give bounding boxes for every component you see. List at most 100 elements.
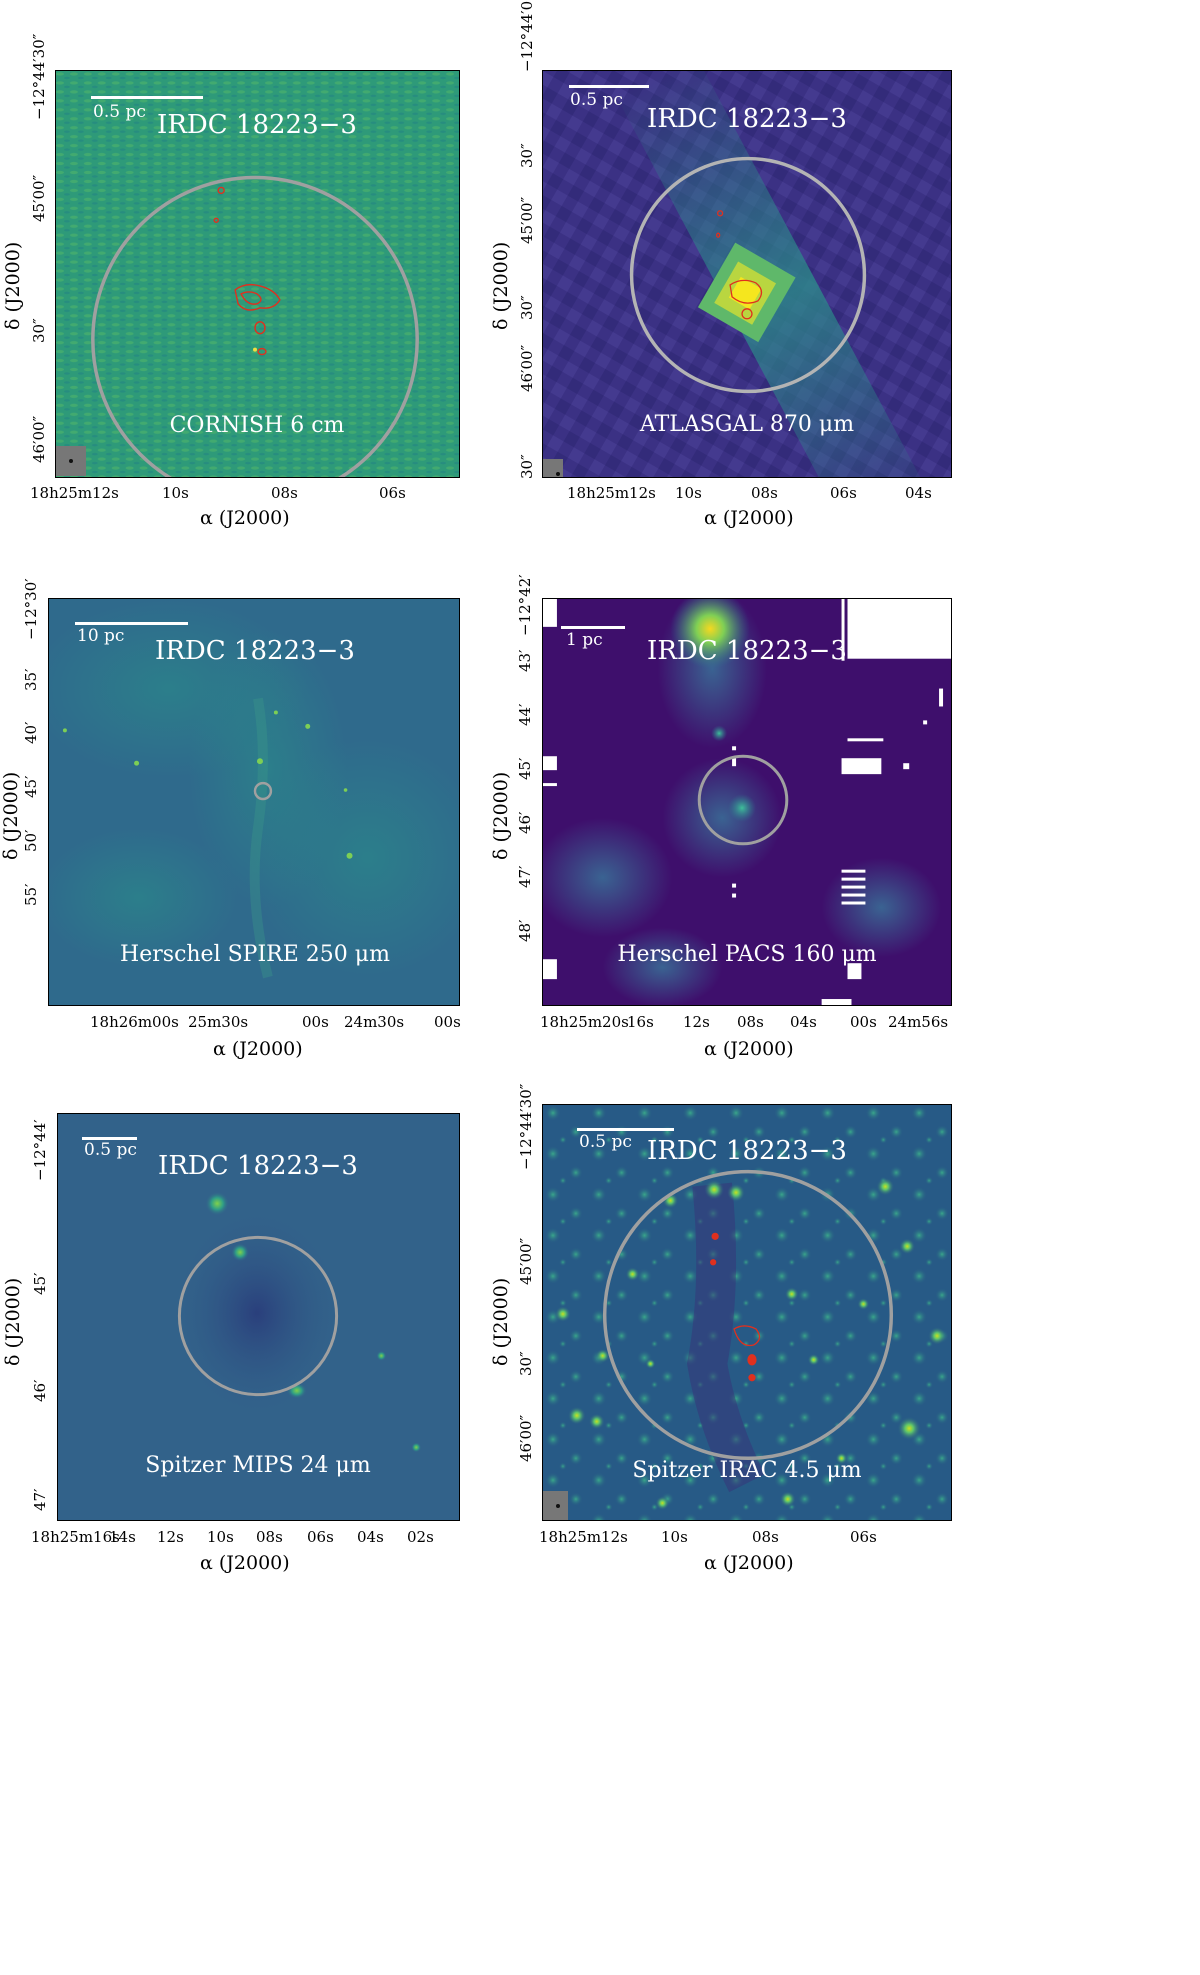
y-tick: −12°42′ [516, 574, 534, 636]
y-tick: −12°44′00″ [518, 0, 536, 72]
beam-icon [543, 459, 563, 477]
x-tick: 18h25m12s [30, 484, 119, 502]
y-tick: 30″ [518, 295, 536, 320]
beam-circle-pacs [697, 754, 789, 846]
y-tick: 30″ [518, 454, 536, 479]
x-tick: 00s [850, 1013, 877, 1031]
y-tick: 46′00″ [518, 344, 536, 392]
image-cornish [55, 70, 460, 478]
scale-bar-label: 10 pc [77, 626, 125, 646]
panel-title: IRDC 18223−3 [158, 1151, 358, 1181]
x-tick: 10s [162, 484, 189, 502]
x-tick: 18h26m00s [90, 1013, 179, 1031]
y-tick: 46′00″ [517, 1414, 535, 1462]
beam-icon [56, 446, 86, 476]
x-tick: 14s [109, 1528, 136, 1546]
y-tick: 45′ [22, 775, 40, 799]
scale-bar-label: 0.5 pc [570, 90, 623, 110]
x-tick: 06s [850, 1528, 877, 1546]
x-axis-label: α (J2000) [704, 507, 794, 529]
x-tick: 18h25m20s [540, 1013, 629, 1031]
x-tick: 08s [271, 484, 298, 502]
y-tick: 43′ [516, 649, 534, 673]
x-tick: 25m30s [188, 1013, 249, 1031]
y-tick: −12°44′30″ [30, 33, 48, 120]
y-tick: 47′ [31, 1488, 49, 1512]
y-tick: 45′ [31, 1272, 49, 1296]
irac-contours [710, 1232, 761, 1382]
x-tick: 24m30s [344, 1013, 405, 1031]
y-tick: −12°30′ [22, 578, 40, 640]
y-tick: 45′ [516, 757, 534, 781]
x-tick: 08s [256, 1528, 283, 1546]
scale-bar-label: 1 pc [566, 630, 603, 650]
scale-bar [577, 1128, 674, 1131]
atlasgal-contours [716, 210, 763, 320]
beam-circle-spire [253, 781, 273, 801]
x-axis-label: α (J2000) [213, 1038, 303, 1060]
scale-bar [75, 622, 188, 625]
y-tick: 30″ [518, 143, 536, 168]
x-tick: 18h25m12s [539, 1528, 628, 1546]
x-tick: 04s [357, 1528, 384, 1546]
y-axis-label: δ (J2000) [2, 241, 24, 330]
x-axis-label: α (J2000) [200, 507, 290, 529]
beam-circle-atlasgal [629, 156, 867, 394]
scale-bar-label: 0.5 pc [84, 1140, 137, 1160]
beam-circle-mips [177, 1235, 339, 1397]
scale-bar [91, 96, 203, 99]
y-axis-label: δ (J2000) [0, 771, 22, 860]
panel-title: IRDC 18223−3 [157, 110, 357, 140]
x-tick: 00s [434, 1013, 461, 1031]
panel-title: IRDC 18223−3 [647, 1136, 847, 1166]
y-tick: 48′ [516, 919, 534, 943]
x-tick: 06s [379, 484, 406, 502]
x-tick: 24m56s [888, 1013, 949, 1031]
y-tick: 46′00″ [30, 415, 48, 463]
band-label: Spitzer IRAC 4.5 μm [632, 1458, 862, 1483]
y-tick: 45′00″ [517, 1237, 535, 1285]
x-tick: 18h25m16s [31, 1528, 120, 1546]
image-irac [542, 1104, 952, 1521]
scale-bar [82, 1137, 137, 1140]
y-axis-label: δ (J2000) [490, 771, 512, 860]
y-tick: 47′ [516, 865, 534, 889]
band-label: Spitzer MIPS 24 μm [145, 1453, 371, 1478]
y-tick: 55′ [22, 883, 40, 907]
scale-bar-label: 0.5 pc [579, 1132, 632, 1152]
image-mips [57, 1113, 460, 1521]
scale-bar [561, 626, 625, 629]
y-axis-label: δ (J2000) [2, 1277, 24, 1366]
y-tick: 40′ [22, 721, 40, 745]
y-tick: 30″ [30, 318, 48, 343]
x-tick: 10s [207, 1528, 234, 1546]
x-tick: 00s [302, 1013, 329, 1031]
band-label: Herschel SPIRE 250 μm [120, 942, 390, 967]
y-axis-label: δ (J2000) [490, 241, 512, 330]
y-tick: 44′ [516, 703, 534, 727]
beam-icon [543, 1491, 568, 1520]
x-tick: 06s [830, 484, 857, 502]
panel-title: IRDC 18223−3 [155, 636, 355, 666]
panel-title: IRDC 18223−3 [647, 104, 847, 134]
band-label: Herschel PACS 160 μm [617, 942, 877, 967]
band-label: ATLASGAL 870 μm [639, 412, 855, 437]
masked-pixels [543, 599, 951, 1005]
x-axis-label: α (J2000) [704, 1038, 794, 1060]
x-tick: 04s [790, 1013, 817, 1031]
beam-circle-irac [602, 1169, 894, 1461]
y-tick: −12°44′30″ [517, 1083, 535, 1170]
y-tick: 45′00″ [30, 174, 48, 222]
x-tick: 16s [627, 1013, 654, 1031]
y-tick: 45′00″ [518, 196, 536, 244]
y-tick: 50′ [22, 829, 40, 853]
x-tick: 12s [157, 1528, 184, 1546]
scale-bar-label: 0.5 pc [93, 102, 146, 122]
x-tick: 08s [752, 1528, 779, 1546]
y-tick: 46′ [31, 1379, 49, 1403]
scale-bar [569, 85, 649, 88]
band-label: CORNISH 6 cm [169, 413, 345, 438]
x-tick: 12s [683, 1013, 710, 1031]
y-tick: −12°44′ [31, 1119, 49, 1181]
image-atlasgal [542, 70, 952, 478]
